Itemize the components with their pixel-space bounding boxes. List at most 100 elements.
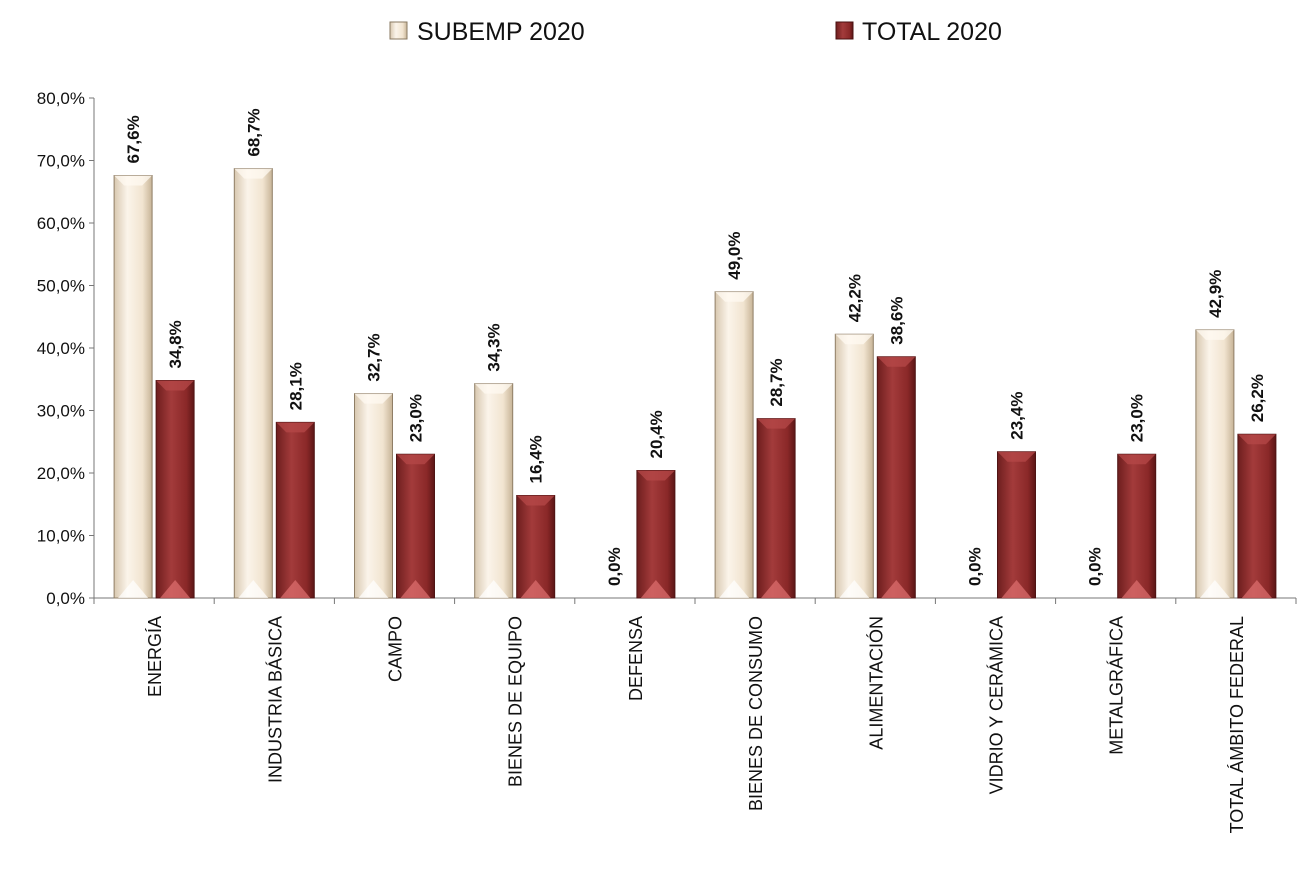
data-label-subemp: 68,7% <box>244 108 263 156</box>
bar-bevel-top <box>354 393 393 404</box>
x-category-label: DEFENSA <box>626 616 646 701</box>
bar-body <box>714 291 754 599</box>
bar-subemp <box>834 333 874 599</box>
legend-label-subemp: SUBEMP 2020 <box>417 18 585 46</box>
bar-subemp <box>474 383 514 599</box>
data-label-subemp: 32,7% <box>365 333 384 381</box>
x-category-label: METALGRÁFICA <box>1107 616 1127 755</box>
legend-item-subemp: SUBEMP 2020 <box>389 18 585 46</box>
bar-body <box>756 418 796 599</box>
bar-body <box>834 333 874 599</box>
bar-body <box>1117 453 1157 599</box>
bar-body <box>155 380 195 599</box>
x-category-label: TOTAL ÁMBITO FEDERAL <box>1227 616 1247 833</box>
bar-bevel-top <box>1195 329 1234 340</box>
x-category-label: CAMPO <box>386 616 406 682</box>
bar-bevel-bottom <box>238 580 269 598</box>
bar-bevel-bottom <box>280 580 311 598</box>
bar-body <box>396 453 435 599</box>
data-label-total: 16,4% <box>527 435 546 483</box>
data-label-subemp: 0,0% <box>1086 547 1105 586</box>
legend-swatch-subemp <box>389 21 408 40</box>
bar-bevel-bottom <box>1121 580 1152 598</box>
data-label-total: 23,0% <box>407 394 426 442</box>
bar-bevel-top <box>234 168 273 179</box>
bar-bevel-bottom <box>881 580 912 598</box>
bar-bevel-bottom <box>761 580 792 598</box>
y-tick-label: 20,0% <box>37 464 85 483</box>
x-category-label: BIENES DE EQUIPO <box>506 616 526 787</box>
bar-body <box>1195 329 1235 599</box>
x-category-label: VIDRIO Y CERÁMICA <box>987 616 1007 794</box>
bar-bevel-bottom <box>358 580 389 598</box>
y-axis: 0,0% 10,0% 20,0% 30,0% 40,0% 50,0% 60,0% 70,0% 8… <box>37 89 95 608</box>
legend-label-total: TOTAL 2020 <box>862 18 1002 46</box>
bar-bevel-bottom <box>118 580 149 598</box>
x-category-label: ENERGÍA <box>145 616 165 697</box>
bar-body <box>233 168 273 599</box>
bar-bevel-top <box>114 175 153 186</box>
bar-subemp <box>113 175 153 599</box>
y-tick-label: 80,0% <box>37 89 85 108</box>
data-labels: 67,6% 34,8% 68,7% 28,1% 32,7% 23,0% 34,3% 16,4%… <box>124 108 1267 586</box>
bar-bevel-bottom <box>839 580 870 598</box>
y-tick-label: 70,0% <box>37 152 85 171</box>
bar-bevel-bottom <box>400 580 431 598</box>
bar-bevel-top <box>474 383 513 394</box>
bar-bevel-top <box>636 470 675 481</box>
bar-total <box>516 495 556 599</box>
bar-body <box>474 383 514 599</box>
legend: SUBEMP 2020 TOTAL 2020 <box>389 18 1002 46</box>
bar-bevel-bottom <box>719 580 750 598</box>
x-axis <box>93 597 1297 604</box>
data-label-total: 34,8% <box>166 320 185 368</box>
data-label-total: 23,0% <box>1128 394 1147 442</box>
bar-subemp <box>233 168 273 599</box>
bar-total <box>155 380 195 599</box>
bar-total <box>756 418 796 599</box>
y-tick-label: 30,0% <box>37 402 85 421</box>
bar-body <box>876 356 916 599</box>
bar-bevel-top <box>1237 434 1276 445</box>
bar-bevel-bottom <box>1199 580 1230 598</box>
bar-body <box>1237 433 1277 599</box>
y-tick-label: 10,0% <box>37 527 85 546</box>
bar-bevel-top <box>396 454 435 465</box>
y-tick-label: 50,0% <box>37 277 85 296</box>
data-label-subemp: 0,0% <box>966 547 985 586</box>
bar-bevel-top <box>757 418 796 429</box>
bar-bevel-top <box>516 495 555 506</box>
bar-body <box>354 393 393 599</box>
bar-subemp <box>1195 329 1235 599</box>
bar-subemp <box>714 291 754 599</box>
x-category-label: ALIMENTACIÓN <box>865 616 886 750</box>
legend-swatch-total <box>835 21 854 40</box>
bar-bevel-bottom <box>1241 580 1272 598</box>
data-label-total: 20,4% <box>647 410 666 458</box>
data-label-subemp: 42,9% <box>1206 270 1225 318</box>
bar-total <box>1237 433 1277 599</box>
y-tick-label: 60,0% <box>37 214 85 233</box>
data-label-subemp: 42,2% <box>845 274 864 322</box>
bar-body <box>275 421 315 599</box>
bar-total <box>396 453 435 599</box>
bar-bevel-top <box>156 380 195 391</box>
bar-subemp <box>354 393 393 599</box>
data-label-total: 28,1% <box>286 362 305 410</box>
bar-total <box>997 451 1036 599</box>
bar-total <box>876 356 916 599</box>
data-label-subemp: 34,3% <box>485 323 504 371</box>
bar-bevel-top <box>276 422 315 433</box>
bar-bevel-bottom <box>1001 580 1032 598</box>
bar-total <box>1117 453 1157 599</box>
data-label-subemp: 49,0% <box>725 232 744 280</box>
legend-item-total: TOTAL 2020 <box>835 18 1002 46</box>
bar-body <box>113 175 153 599</box>
y-tick-label: 0,0% <box>46 589 85 608</box>
bar-bevel-top <box>877 356 916 367</box>
bar-body <box>636 470 676 599</box>
bar-bevel-top <box>835 334 874 345</box>
bar-bevel-top <box>1117 454 1156 465</box>
y-tick-label: 40,0% <box>37 339 85 358</box>
